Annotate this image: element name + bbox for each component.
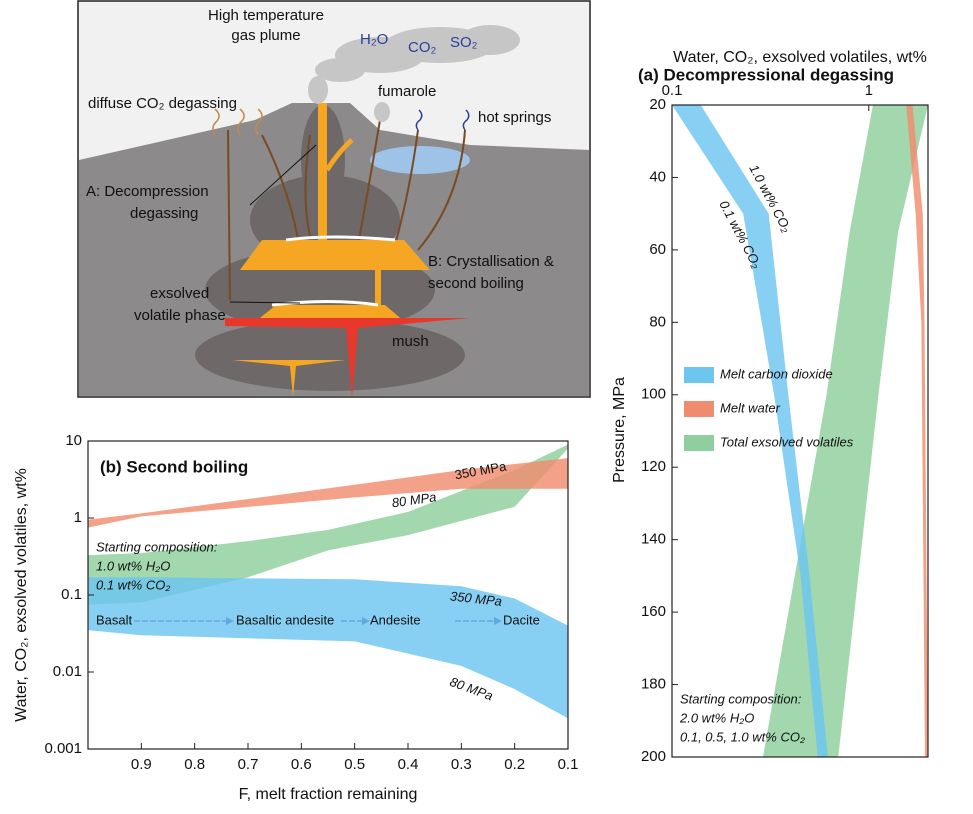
y-tick-label: 160 — [641, 603, 666, 620]
annotation: 1.0 wt% H₂O — [96, 558, 170, 573]
band — [906, 105, 928, 757]
diagram-label: exsolved — [150, 285, 209, 302]
annotation: 0.1, 0.5, 1.0 wt% CO₂ — [680, 729, 805, 744]
legend-swatch — [684, 367, 714, 383]
y-tick-label: 120 — [641, 458, 666, 475]
diagram-label: High temperature — [208, 7, 324, 24]
x-tick-label: 1 — [865, 82, 873, 99]
figure: High temperature gas plume H₂O CO₂ SO₂ f… — [0, 0, 973, 809]
x-tick-label: 0.5 — [344, 756, 365, 773]
y-axis-label: Water, CO₂, exsolved volatiles, wt% — [13, 468, 30, 722]
x-tick-label: 0.6 — [291, 756, 312, 773]
diagram-label: A: Decompression — [86, 183, 209, 200]
aquifer — [370, 146, 470, 174]
annotation: Basaltic andesite — [236, 612, 334, 627]
diagram-label: hot springs — [478, 109, 551, 126]
y-tick-label: 0.001 — [44, 740, 82, 757]
y-tick-label: 180 — [641, 676, 666, 693]
y-tick-label: 100 — [641, 386, 666, 403]
x-tick-label: 0.7 — [238, 756, 259, 773]
x-tick-label: 0.9 — [131, 756, 152, 773]
diagram-label: gas plume — [231, 27, 300, 44]
chart-title: (b) Second boiling — [100, 457, 248, 476]
legend-label: Melt carbon dioxide — [720, 366, 833, 381]
y-tick-label: 60 — [649, 241, 666, 258]
annotation: Starting composition: — [680, 691, 802, 706]
y-tick-label: 80 — [649, 313, 666, 330]
y-tick-label: 40 — [649, 168, 666, 185]
x-axis-label: Water, CO₂, exsolved volatiles, wt% — [673, 49, 927, 66]
diagram-label: volatile phase — [134, 307, 226, 324]
x-tick-label: 0.1 — [558, 756, 579, 773]
legend-label: Total exsolved volatiles — [720, 434, 854, 449]
y-tick-label: 0.01 — [53, 663, 82, 680]
y-tick-label: 10 — [65, 432, 82, 449]
y-tick-label: 0.1 — [61, 586, 82, 603]
annotation: 80 MPa — [448, 674, 495, 703]
x-tick-label: 0.2 — [504, 756, 525, 773]
annotation: 2.0 wt% H₂O — [679, 710, 754, 725]
annotation: 0.1 wt% CO₂ — [96, 577, 170, 592]
diagram-label: degassing — [130, 205, 198, 222]
page: Degassing figure {"diagram": { "plume_la… — [0, 0, 973, 814]
diagram-label: second boiling — [428, 275, 524, 292]
x-tick-label: 0.3 — [451, 756, 472, 773]
legend-label: Melt water — [720, 400, 781, 415]
diagram-label: mush — [392, 333, 429, 350]
annotation: Basalt — [96, 612, 133, 627]
gas-label: H₂O — [360, 31, 388, 48]
diagram: High temperature gas plume H₂O CO₂ SO₂ f… — [78, 1, 590, 397]
legend-swatch — [684, 401, 714, 417]
chart-title: (a) Decompressional degassing — [638, 65, 894, 84]
diagram-label: diffuse CO₂ degassing — [88, 95, 237, 112]
x-tick-label: 0.8 — [184, 756, 205, 773]
y-axis-label: Pressure, MPa — [611, 377, 628, 483]
diagram-label: fumarole — [378, 83, 436, 100]
y-tick-label: 200 — [641, 748, 666, 765]
diagram-label: B: Crystallisation & — [428, 253, 554, 270]
body: High temperature gas plume H₂O CO₂ SO₂ f… — [0, 0, 973, 814]
gas-label: SO₂ — [450, 34, 478, 51]
annotation: Dacite — [503, 612, 540, 627]
y-tick-label: 1 — [74, 509, 82, 526]
annotation: Andesite — [370, 612, 421, 627]
x-tick-label: 0.4 — [398, 756, 419, 773]
legend-swatch — [684, 435, 714, 451]
y-tick-label: 140 — [641, 531, 666, 548]
annotation: Starting composition: — [96, 539, 218, 554]
gas-label: CO₂ — [408, 39, 437, 56]
x-axis-label: F, melt fraction remaining — [239, 786, 418, 803]
x-tick-label: 0.1 — [662, 82, 683, 99]
